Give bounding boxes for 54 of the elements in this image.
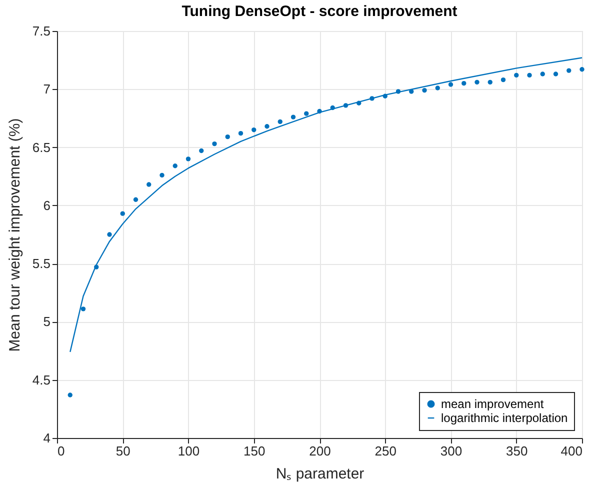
point [68, 392, 72, 398]
point [488, 80, 492, 85]
point [172, 164, 178, 168]
y-tick-label: 4 [43, 430, 50, 446]
point [199, 148, 204, 154]
x-tick-label: 250 [374, 444, 396, 458]
point [435, 86, 440, 90]
x-tick-label: 0 [58, 444, 65, 458]
point [304, 111, 309, 116]
point [566, 68, 572, 73]
point [133, 197, 138, 202]
point [278, 119, 282, 124]
point [80, 306, 86, 312]
legend-label: logarithmic interpolation [441, 411, 568, 425]
point [580, 67, 584, 72]
point [527, 72, 532, 78]
point [553, 72, 558, 76]
y-tick-label: 7.5 [32, 24, 50, 38]
y-tick-label: 6 [43, 198, 50, 213]
point [146, 182, 152, 187]
x-tick-label: 300 [440, 444, 462, 458]
x-tick-label: 150 [244, 444, 266, 458]
point [212, 141, 217, 146]
x-tick-label: 350 [506, 444, 528, 458]
point [225, 134, 230, 140]
point [422, 88, 427, 93]
y-tick-label: 6.5 [32, 140, 50, 155]
y-axis-title: Mean tour weight improvement (%) [6, 118, 24, 352]
point [120, 211, 125, 216]
legend-label: mean improvement [441, 397, 544, 411]
point [474, 80, 480, 85]
y-tick-label: 5.5 [32, 256, 50, 272]
x-tick-label: 400 [560, 444, 582, 458]
x-axis-title: Nₛ parameter [276, 466, 364, 482]
point [264, 124, 270, 129]
line-series [70, 57, 583, 353]
x-tick-label: 50 [116, 444, 130, 458]
x-tick-label: 200 [309, 444, 331, 458]
x-tick-label: 100 [178, 444, 200, 458]
y-tick-label: 5 [43, 314, 50, 330]
point [107, 232, 112, 237]
point [540, 72, 545, 76]
point [160, 172, 164, 178]
point [462, 80, 466, 86]
point [500, 78, 506, 82]
y-tick-label: 7 [43, 82, 50, 97]
point [290, 114, 296, 120]
chart-title: Tuning DenseOpt - score improvement [182, 3, 458, 20]
point [448, 82, 454, 87]
point [252, 128, 256, 132]
y-tick-label: 4.5 [32, 372, 50, 388]
point [514, 72, 519, 78]
point [238, 130, 244, 136]
point [186, 156, 191, 162]
